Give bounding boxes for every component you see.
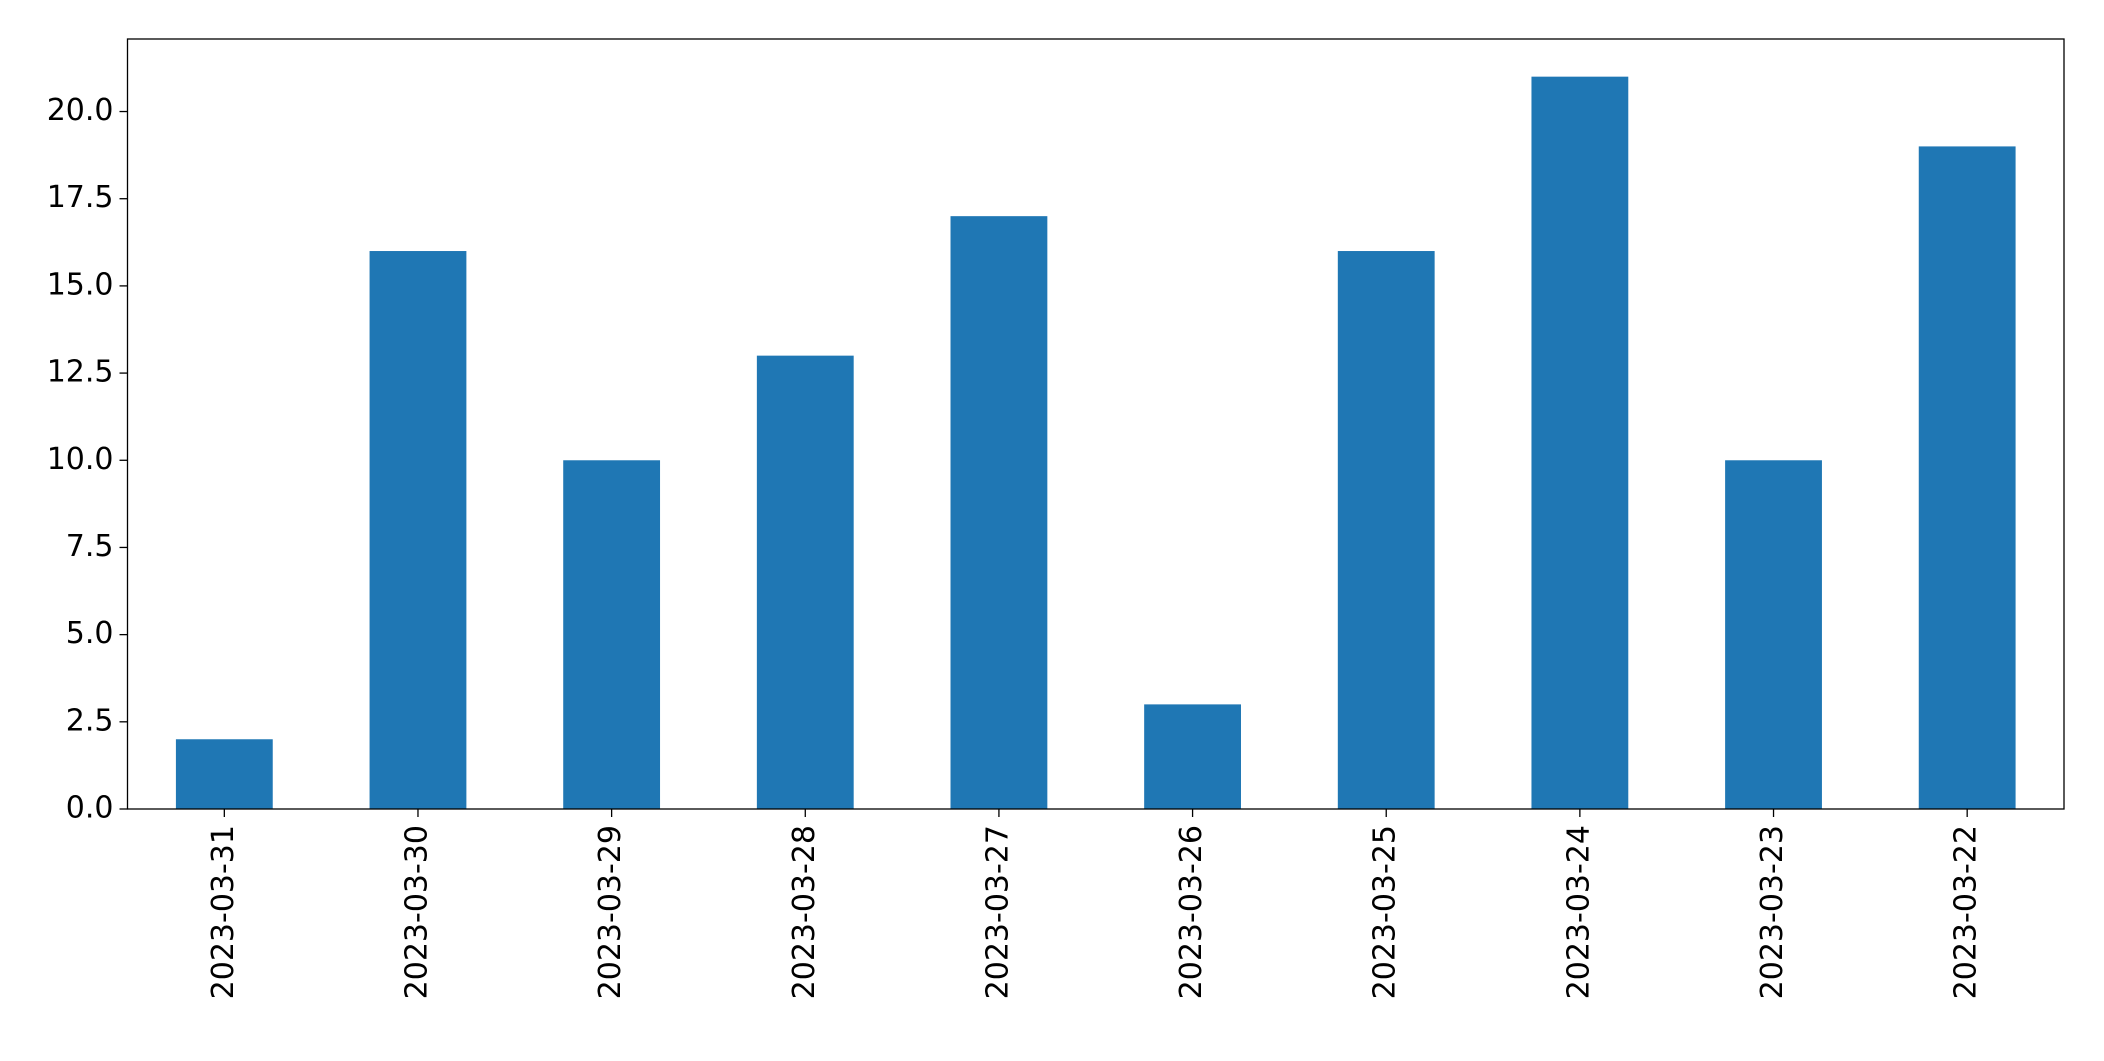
- y-tick-label: 2.5: [66, 703, 114, 738]
- bar: [1918, 146, 2016, 809]
- x-tick-label: 2023-03-25: [1368, 825, 1403, 999]
- y-tick-label: 15.0: [47, 267, 114, 302]
- y-tick-label: 0.0: [66, 791, 114, 826]
- bar: [950, 216, 1048, 810]
- y-tick-label: 7.5: [66, 529, 114, 564]
- bar: [1144, 704, 1241, 809]
- bar: [175, 739, 273, 809]
- bar: [1337, 251, 1435, 809]
- x-tick-label: 2023-03-23: [1755, 825, 1790, 999]
- bar: [1725, 460, 1822, 809]
- y-tick-label: 12.5: [47, 355, 114, 390]
- y-tick-label: 5.0: [66, 616, 114, 651]
- bar: [1531, 76, 1629, 810]
- y-tick-label: 10.0: [47, 442, 114, 477]
- x-tick-label: 2023-03-27: [980, 825, 1015, 999]
- x-tick-label: 2023-03-29: [593, 825, 628, 999]
- y-tick-label: 20.0: [47, 93, 114, 128]
- y-tick-label: 17.5: [47, 180, 114, 215]
- x-tick-label: 2023-03-24: [1561, 825, 1596, 999]
- bar: [369, 251, 467, 809]
- x-tick-label: 2023-03-28: [787, 825, 822, 999]
- x-tick-label: 2023-03-30: [399, 825, 434, 999]
- bar: [563, 460, 661, 809]
- x-tick-label: 2023-03-22: [1949, 825, 1984, 999]
- x-tick-label: 2023-03-26: [1174, 825, 1209, 999]
- x-tick-label: 2023-03-31: [206, 825, 241, 999]
- plot-frame: [126, 38, 2065, 810]
- bar: [756, 355, 854, 809]
